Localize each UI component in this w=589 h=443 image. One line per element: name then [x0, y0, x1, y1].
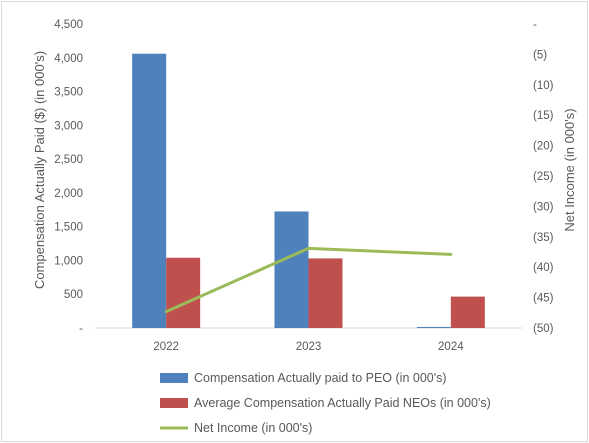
legend: Compensation Actually paid to PEO (in 00…	[160, 371, 491, 435]
y-tick-label: -	[79, 323, 83, 335]
bar-peo	[274, 211, 309, 328]
legend-swatch-neo	[160, 398, 188, 408]
y-tick-label: 4,500	[54, 19, 83, 31]
y2-tick-label: (30)	[533, 201, 554, 213]
legend-label-net-income: Net Income (in 000's)	[194, 421, 312, 435]
x-tick-label: 2023	[296, 341, 322, 353]
y-tick-label: 1,000	[54, 255, 83, 267]
x-axis-labels: 2022 2023 2024	[153, 341, 464, 353]
x-tick-label: 2022	[153, 341, 179, 353]
y2-tick-label: (15)	[533, 110, 554, 122]
net-income-line	[164, 246, 453, 314]
bar-neo	[450, 296, 485, 328]
bar-neo	[166, 257, 201, 328]
bars	[132, 53, 485, 328]
y2-tick-label: (10)	[533, 80, 554, 92]
left-axis-ticks: - 500 1,000 1,500 2,000 2,500 3,000 3,500 4,000 4…	[54, 19, 83, 335]
y-tick-label: 2,500	[54, 154, 83, 166]
y2-axis-title: Net Income (in 000's)	[562, 108, 577, 231]
y-tick-label: 3,000	[54, 120, 83, 132]
x-tick-label: 2024	[438, 341, 464, 353]
legend-label-neo: Average Compensation Actually Paid NEOs …	[194, 396, 491, 410]
y-tick-label: 1,500	[54, 222, 83, 234]
legend-item-net-income: Net Income (in 000's)	[160, 421, 312, 435]
bar-neo	[308, 258, 343, 328]
legend-label-peo: Compensation Actually paid to PEO (in 00…	[194, 371, 447, 385]
y2-tick-label: -	[533, 19, 537, 31]
y-tick-label: 4,000	[54, 53, 83, 65]
y-axis-title: Compensation Actually Paid ($) (in 000's…	[32, 51, 47, 289]
y2-tick-label: (45)	[533, 293, 554, 305]
y-tick-label: 500	[64, 289, 83, 301]
y2-tick-label: (40)	[533, 262, 554, 274]
y2-tick-label: (50)	[533, 323, 554, 335]
y2-tick-label: (5)	[533, 49, 547, 61]
bar-peo	[416, 326, 451, 328]
y-tick-label: 3,500	[54, 87, 83, 99]
bar-peo	[132, 53, 167, 328]
right-axis-ticks: - (5) (10) (15) (20) (25) (30) (35) (40) (45) (50)	[533, 19, 554, 335]
legend-swatch-peo	[160, 373, 188, 383]
y2-tick-label: (35)	[533, 232, 554, 244]
legend-item-neo: Average Compensation Actually Paid NEOs …	[160, 396, 491, 410]
legend-item-peo: Compensation Actually paid to PEO (in 00…	[160, 371, 447, 385]
y2-tick-label: (25)	[533, 171, 554, 183]
y2-tick-label: (20)	[533, 141, 554, 153]
y-tick-label: 2,000	[54, 188, 83, 200]
